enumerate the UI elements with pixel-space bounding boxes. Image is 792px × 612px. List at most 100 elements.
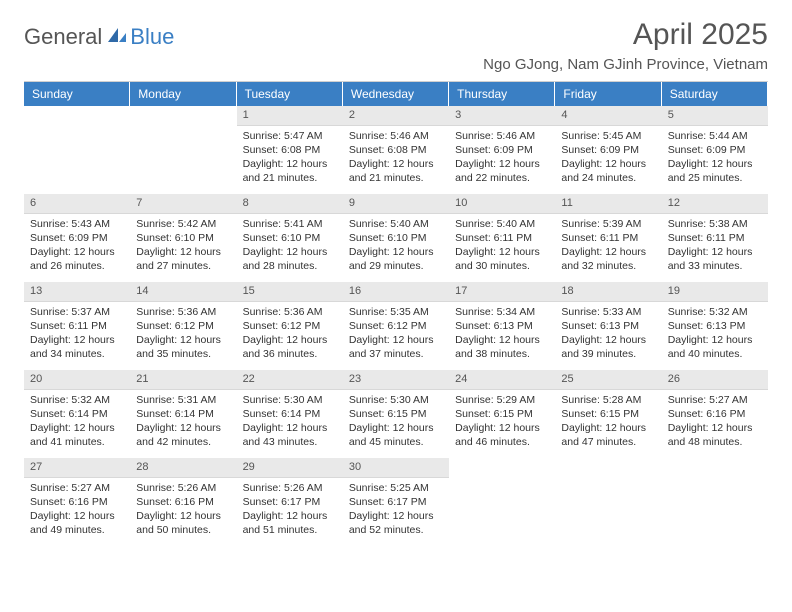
- daylight-text: Daylight: 12 hours and 33 minutes.: [668, 245, 762, 273]
- calendar-cell: 26Sunrise: 5:27 AMSunset: 6:16 PMDayligh…: [662, 370, 768, 458]
- day-number: 14: [130, 282, 236, 302]
- daylight-text: Daylight: 12 hours and 36 minutes.: [243, 333, 337, 361]
- daylight-text: Daylight: 12 hours and 24 minutes.: [561, 157, 655, 185]
- calendar-cell: [662, 458, 768, 546]
- sunrise-text: Sunrise: 5:46 AM: [455, 129, 549, 143]
- day-number: 3: [449, 106, 555, 126]
- sunset-text: Sunset: 6:17 PM: [349, 495, 443, 509]
- sunset-text: Sunset: 6:10 PM: [136, 231, 230, 245]
- calendar-cell: 14Sunrise: 5:36 AMSunset: 6:12 PMDayligh…: [130, 282, 236, 370]
- sunset-text: Sunset: 6:14 PM: [136, 407, 230, 421]
- sunrise-text: Sunrise: 5:38 AM: [668, 217, 762, 231]
- day-number: 6: [24, 194, 130, 214]
- day-number: 19: [662, 282, 768, 302]
- daylight-text: Daylight: 12 hours and 22 minutes.: [455, 157, 549, 185]
- logo: General Blue: [24, 18, 174, 50]
- day-body: Sunrise: 5:32 AMSunset: 6:14 PMDaylight:…: [24, 390, 130, 456]
- sunset-text: Sunset: 6:15 PM: [349, 407, 443, 421]
- calendar-cell: 19Sunrise: 5:32 AMSunset: 6:13 PMDayligh…: [662, 282, 768, 370]
- day-body: Sunrise: 5:36 AMSunset: 6:12 PMDaylight:…: [130, 302, 236, 368]
- day-body: Sunrise: 5:41 AMSunset: 6:10 PMDaylight:…: [237, 214, 343, 280]
- day-body: Sunrise: 5:33 AMSunset: 6:13 PMDaylight:…: [555, 302, 661, 368]
- sunset-text: Sunset: 6:14 PM: [30, 407, 124, 421]
- day-number: 17: [449, 282, 555, 302]
- day-body: Sunrise: 5:28 AMSunset: 6:15 PMDaylight:…: [555, 390, 661, 456]
- calendar-cell: [555, 458, 661, 546]
- daylight-text: Daylight: 12 hours and 49 minutes.: [30, 509, 124, 537]
- calendar-cell: 5Sunrise: 5:44 AMSunset: 6:09 PMDaylight…: [662, 106, 768, 194]
- sunset-text: Sunset: 6:11 PM: [561, 231, 655, 245]
- sunset-text: Sunset: 6:08 PM: [243, 143, 337, 157]
- sunrise-text: Sunrise: 5:44 AM: [668, 129, 762, 143]
- sunrise-text: Sunrise: 5:42 AM: [136, 217, 230, 231]
- daylight-text: Daylight: 12 hours and 42 minutes.: [136, 421, 230, 449]
- day-body: Sunrise: 5:44 AMSunset: 6:09 PMDaylight:…: [662, 126, 768, 192]
- calendar-cell: 3Sunrise: 5:46 AMSunset: 6:09 PMDaylight…: [449, 106, 555, 194]
- sunset-text: Sunset: 6:13 PM: [668, 319, 762, 333]
- title-block: April 2025 Ngo GJong, Nam GJinh Province…: [483, 18, 768, 73]
- sunset-text: Sunset: 6:14 PM: [243, 407, 337, 421]
- calendar-cell: 18Sunrise: 5:33 AMSunset: 6:13 PMDayligh…: [555, 282, 661, 370]
- sunrise-text: Sunrise: 5:31 AM: [136, 393, 230, 407]
- daylight-text: Daylight: 12 hours and 46 minutes.: [455, 421, 549, 449]
- calendar-cell: 7 Sunrise: 5:42 AMSunset: 6:10 PMDaylight…: [130, 194, 236, 282]
- day-number: 7: [130, 194, 236, 214]
- day-body: Sunrise: 5:26 AMSunset: 6:17 PMDaylight:…: [237, 478, 343, 544]
- day-number: 1: [237, 106, 343, 126]
- day-number: [24, 106, 130, 110]
- calendar-cell: 1Sunrise: 5:47 AMSunset: 6:08 PMDaylight…: [237, 106, 343, 194]
- day-body: Sunrise: 5:32 AMSunset: 6:13 PMDaylight:…: [662, 302, 768, 368]
- daylight-text: Daylight: 12 hours and 51 minutes.: [243, 509, 337, 537]
- daylight-text: Daylight: 12 hours and 30 minutes.: [455, 245, 549, 273]
- day-header: Friday: [555, 82, 661, 106]
- calendar-cell: 23Sunrise: 5:30 AMSunset: 6:15 PMDayligh…: [343, 370, 449, 458]
- day-number: 27: [24, 458, 130, 478]
- sunrise-text: Sunrise: 5:30 AM: [349, 393, 443, 407]
- sunrise-text: Sunrise: 5:40 AM: [455, 217, 549, 231]
- day-body: Sunrise: 5:46 AMSunset: 6:08 PMDaylight:…: [343, 126, 449, 192]
- sunrise-text: Sunrise: 5:32 AM: [30, 393, 124, 407]
- calendar-grid: SundayMondayTuesdayWednesdayThursdayFrid…: [24, 81, 768, 546]
- daylight-text: Daylight: 12 hours and 25 minutes.: [668, 157, 762, 185]
- day-header: Sunday: [24, 82, 130, 106]
- sunset-text: Sunset: 6:12 PM: [136, 319, 230, 333]
- daylight-text: Daylight: 12 hours and 21 minutes.: [349, 157, 443, 185]
- day-number: 24: [449, 370, 555, 390]
- sunset-text: Sunset: 6:12 PM: [243, 319, 337, 333]
- calendar-cell: [24, 106, 130, 194]
- calendar-cell: 27Sunrise: 5:27 AMSunset: 6:16 PMDayligh…: [24, 458, 130, 546]
- sunrise-text: Sunrise: 5:36 AM: [136, 305, 230, 319]
- day-number: 21: [130, 370, 236, 390]
- day-body: Sunrise: 5:34 AMSunset: 6:13 PMDaylight:…: [449, 302, 555, 368]
- daylight-text: Daylight: 12 hours and 45 minutes.: [349, 421, 443, 449]
- day-number: [662, 458, 768, 462]
- day-body: Sunrise: 5:38 AMSunset: 6:11 PMDaylight:…: [662, 214, 768, 280]
- sunrise-text: Sunrise: 5:32 AM: [668, 305, 762, 319]
- sunrise-text: Sunrise: 5:33 AM: [561, 305, 655, 319]
- day-body: Sunrise: 5:39 AMSunset: 6:11 PMDaylight:…: [555, 214, 661, 280]
- daylight-text: Daylight: 12 hours and 52 minutes.: [349, 509, 443, 537]
- daylight-text: Daylight: 12 hours and 27 minutes.: [136, 245, 230, 273]
- daylight-text: Daylight: 12 hours and 43 minutes.: [243, 421, 337, 449]
- day-number: 10: [449, 194, 555, 214]
- sunrise-text: Sunrise: 5:47 AM: [243, 129, 337, 143]
- calendar-cell: 17Sunrise: 5:34 AMSunset: 6:13 PMDayligh…: [449, 282, 555, 370]
- daylight-text: Daylight: 12 hours and 41 minutes.: [30, 421, 124, 449]
- day-number: 16: [343, 282, 449, 302]
- calendar-cell: 15Sunrise: 5:36 AMSunset: 6:12 PMDayligh…: [237, 282, 343, 370]
- day-number: [449, 458, 555, 462]
- sunset-text: Sunset: 6:17 PM: [243, 495, 337, 509]
- calendar-cell: 28Sunrise: 5:26 AMSunset: 6:16 PMDayligh…: [130, 458, 236, 546]
- day-header: Thursday: [449, 82, 555, 106]
- day-header: Wednesday: [343, 82, 449, 106]
- day-number: 2: [343, 106, 449, 126]
- day-body: Sunrise: 5:47 AMSunset: 6:08 PMDaylight:…: [237, 126, 343, 192]
- daylight-text: Daylight: 12 hours and 40 minutes.: [668, 333, 762, 361]
- calendar-cell: 11Sunrise: 5:39 AMSunset: 6:11 PMDayligh…: [555, 194, 661, 282]
- daylight-text: Daylight: 12 hours and 47 minutes.: [561, 421, 655, 449]
- sunrise-text: Sunrise: 5:25 AM: [349, 481, 443, 495]
- day-header: Monday: [130, 82, 236, 106]
- day-body: Sunrise: 5:35 AMSunset: 6:12 PMDaylight:…: [343, 302, 449, 368]
- daylight-text: Daylight: 12 hours and 38 minutes.: [455, 333, 549, 361]
- calendar-cell: 9Sunrise: 5:40 AMSunset: 6:10 PMDaylight…: [343, 194, 449, 282]
